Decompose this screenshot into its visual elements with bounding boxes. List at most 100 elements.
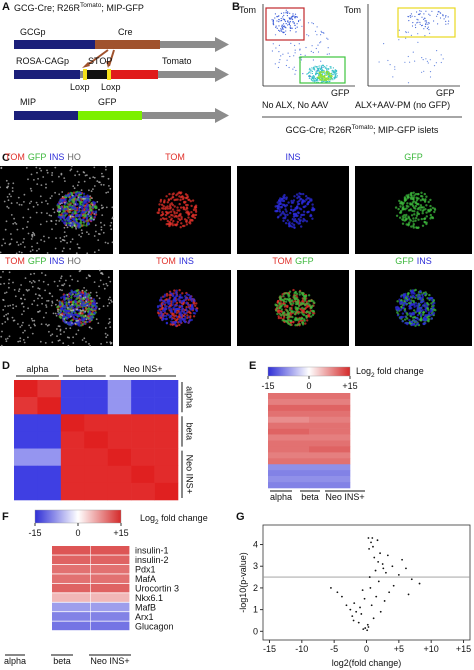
signal-dot [23, 201, 25, 203]
signal-dot [98, 297, 101, 300]
heatmap-cell [309, 452, 351, 459]
point [366, 623, 369, 626]
heatmap-cell [91, 574, 130, 583]
signal-dot [72, 301, 75, 304]
signal-dot [77, 300, 80, 303]
event-dot [287, 12, 289, 14]
signal-dot [419, 298, 422, 301]
heatmap-cell [154, 380, 179, 398]
signal-dot [58, 193, 61, 196]
signal-dot [29, 273, 32, 276]
gate-box [265, 7, 305, 41]
event-dot [322, 76, 324, 78]
signal-dot [70, 296, 73, 299]
signal-dot [66, 206, 69, 209]
signal-dot [294, 291, 297, 294]
channel-label: TOM [5, 152, 25, 162]
signal-dot [63, 222, 67, 225]
event-dot [387, 59, 389, 62]
signal-dot [401, 315, 404, 319]
signal-dot [74, 203, 77, 206]
event-dot [317, 68, 320, 70]
signal-dot [425, 215, 428, 218]
signal-dot [12, 319, 15, 322]
event-dot [425, 23, 427, 25]
point [368, 576, 371, 578]
signal-dot [81, 312, 84, 315]
event-dot [389, 64, 391, 66]
event-dot [445, 23, 447, 25]
heatmap-cell [268, 482, 310, 489]
signal-dot [102, 175, 105, 178]
signal-dot [163, 308, 166, 311]
signal-dot [310, 315, 313, 318]
signal-dot [177, 315, 181, 318]
arrow-body [160, 41, 215, 48]
event-dot [280, 28, 282, 30]
signal-dot [17, 323, 19, 325]
event-dot [302, 73, 304, 75]
signal-dot [194, 208, 198, 212]
signal-dot [92, 176, 95, 179]
signal-dot [76, 243, 79, 246]
signal-dot [294, 213, 297, 216]
signal-dot [82, 197, 85, 200]
signal-dot [107, 242, 109, 245]
event-dot [334, 77, 336, 79]
heatmap-cell [309, 464, 351, 471]
signal-dot [169, 314, 173, 318]
signal-dot [419, 204, 423, 207]
signal-dot [52, 208, 55, 211]
signal-dot [105, 206, 108, 209]
signal-dot [78, 324, 81, 327]
signal-dot [20, 284, 22, 286]
signal-dot [103, 287, 106, 290]
image-label: INS [285, 152, 300, 162]
signal-dot [70, 315, 72, 318]
event-dot [321, 68, 323, 70]
signal-dot [16, 202, 18, 204]
event-dot [427, 26, 429, 28]
signal-dot [109, 280, 112, 283]
signal-dot [58, 280, 61, 282]
signal-dot [59, 333, 62, 336]
event-dot [329, 66, 331, 68]
signal-dot [36, 183, 39, 186]
signal-dot [313, 207, 316, 211]
signal-dot [183, 218, 187, 221]
signal-dot [190, 211, 193, 214]
signal-dot [79, 213, 83, 216]
signal-dot [29, 216, 32, 219]
event-dot [320, 30, 322, 32]
signal-dot [298, 222, 302, 225]
signal-dot [419, 208, 422, 211]
event-dot [312, 51, 314, 54]
signal-dot [23, 310, 25, 312]
event-dot [433, 65, 436, 67]
signal-dot [283, 193, 286, 197]
condition-label: No ALX, No AAV [262, 100, 328, 110]
signal-dot [305, 302, 308, 305]
signal-dot [89, 195, 91, 198]
event-dot [315, 71, 317, 73]
event-dot [289, 22, 291, 24]
signal-dot [13, 217, 16, 220]
event-dot [425, 21, 427, 23]
signal-dot [8, 271, 11, 274]
signal-dot [80, 309, 82, 312]
point [370, 541, 372, 544]
signal-dot [400, 305, 403, 309]
event-dot [407, 15, 409, 18]
event-dot [437, 13, 439, 15]
group-label: Neo INS+ [185, 455, 195, 494]
signal-dot [69, 241, 72, 243]
signal-dot [406, 195, 409, 199]
signal-dot [77, 305, 80, 309]
arrow-body [158, 71, 215, 78]
signal-dot [420, 317, 423, 320]
event-dot [429, 32, 431, 35]
signal-dot [109, 187, 112, 190]
signal-dot [62, 210, 66, 213]
group-label: beta [76, 364, 94, 374]
signal-dot [397, 207, 400, 211]
